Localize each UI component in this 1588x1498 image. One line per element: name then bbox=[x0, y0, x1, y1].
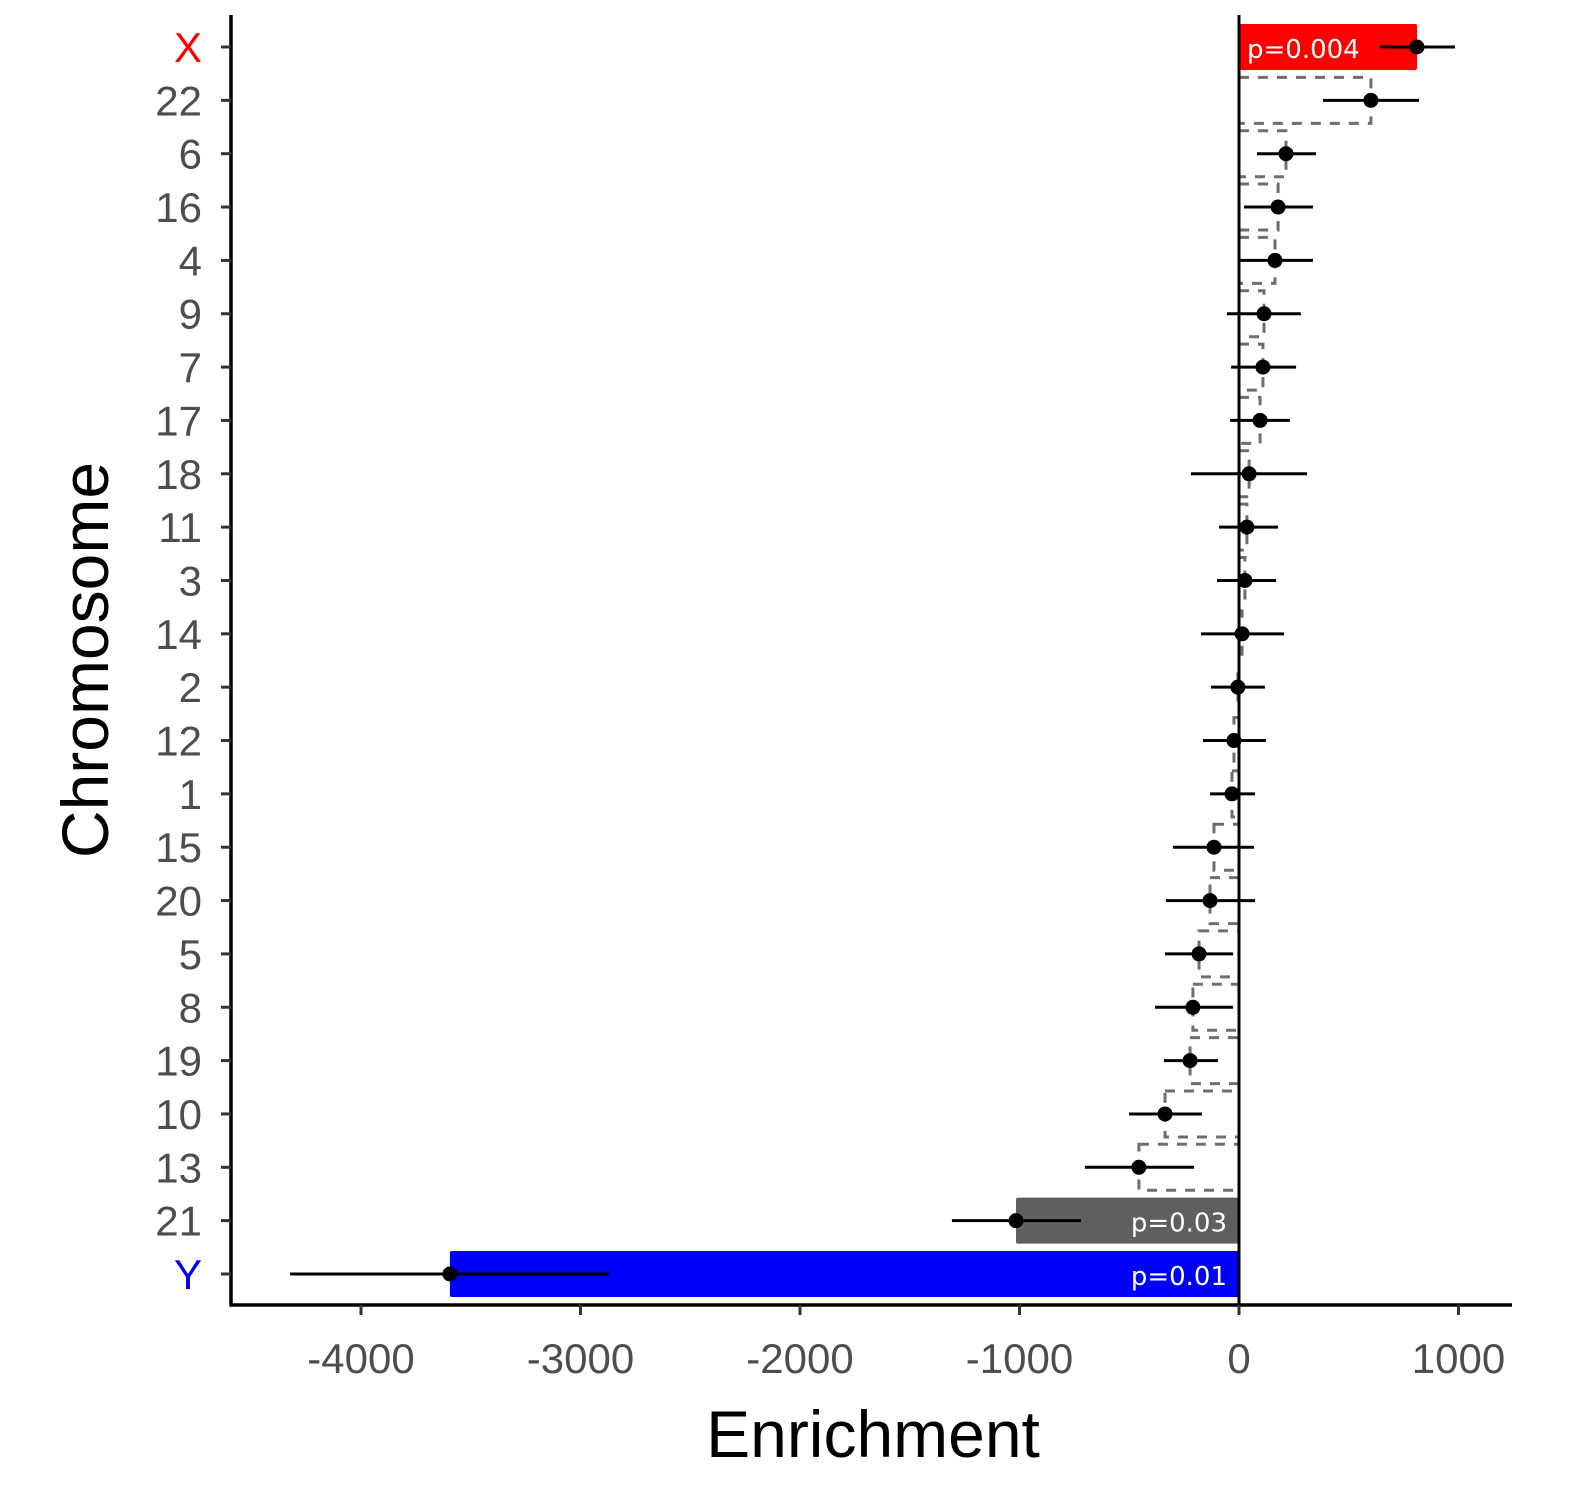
point-9 bbox=[1256, 306, 1272, 322]
dashed-bar-18 bbox=[1237, 449, 1251, 499]
point-19 bbox=[1182, 1053, 1198, 1069]
point-15 bbox=[1206, 839, 1222, 855]
p-value-label-X: p=0.004 bbox=[1247, 35, 1360, 65]
point-X bbox=[1409, 39, 1425, 55]
point-Y bbox=[442, 1266, 458, 1282]
y-tick-label-13: 13 bbox=[155, 1144, 202, 1191]
p-value-label-21: p=0.03 bbox=[1131, 1209, 1227, 1239]
point-14 bbox=[1234, 626, 1250, 642]
y-tick-label-X: X bbox=[174, 24, 202, 71]
highlight-bar-21 bbox=[1015, 1197, 1239, 1244]
y-tick-label-17: 17 bbox=[155, 397, 202, 444]
y-tick-label-15: 15 bbox=[155, 824, 202, 871]
y-tick-label-19: 19 bbox=[155, 1038, 202, 1085]
point-10 bbox=[1157, 1106, 1173, 1122]
y-tick-label-20: 20 bbox=[155, 878, 202, 925]
point-3 bbox=[1237, 572, 1253, 588]
highlight-bar-X bbox=[1239, 24, 1418, 70]
y-tick-label-5: 5 bbox=[179, 931, 202, 978]
point-4 bbox=[1267, 252, 1283, 268]
dashed-bar-19 bbox=[1188, 1036, 1241, 1086]
y-tick-label-7: 7 bbox=[179, 344, 202, 391]
point-17 bbox=[1252, 412, 1268, 428]
highlight-bar-Y bbox=[449, 1251, 1240, 1297]
point-22 bbox=[1363, 92, 1379, 108]
x-tick-label--4000: -4000 bbox=[307, 1335, 414, 1382]
y-tick-label-3: 3 bbox=[179, 557, 202, 604]
x-tick-label-0: 0 bbox=[1227, 1335, 1250, 1382]
point-11 bbox=[1239, 519, 1255, 535]
x-axis-title: Enrichment bbox=[706, 1397, 1040, 1471]
y-axis-title: Chromosome bbox=[48, 462, 122, 858]
y-tick-label-22: 22 bbox=[155, 77, 202, 124]
y-tick-label-12: 12 bbox=[155, 718, 202, 765]
y-tick-label-18: 18 bbox=[155, 451, 202, 498]
point-7 bbox=[1255, 359, 1271, 375]
dashed-bar-6 bbox=[1237, 129, 1288, 179]
point-2 bbox=[1230, 679, 1246, 695]
x-tick-label--1000: -1000 bbox=[966, 1335, 1073, 1382]
y-tick-label-2: 2 bbox=[179, 664, 202, 711]
x-tick-label--2000: -2000 bbox=[746, 1335, 853, 1382]
y-tick-label-Y: Y bbox=[174, 1251, 202, 1298]
point-1 bbox=[1224, 786, 1240, 802]
y-tick-label-6: 6 bbox=[179, 131, 202, 178]
y-tick-label-10: 10 bbox=[155, 1091, 202, 1138]
point-20 bbox=[1202, 893, 1218, 909]
y-tick-label-21: 21 bbox=[155, 1198, 202, 1245]
point-12 bbox=[1226, 733, 1242, 749]
point-21 bbox=[1008, 1213, 1024, 1229]
x-tick-label-1000: 1000 bbox=[1412, 1335, 1505, 1382]
point-8 bbox=[1185, 999, 1201, 1015]
point-5 bbox=[1191, 946, 1207, 962]
point-18 bbox=[1241, 466, 1257, 482]
point-6 bbox=[1278, 146, 1294, 162]
point-13 bbox=[1131, 1159, 1147, 1175]
p-value-label-Y: p=0.01 bbox=[1131, 1262, 1227, 1292]
y-tick-label-11: 11 bbox=[158, 504, 202, 551]
y-tick-label-9: 9 bbox=[179, 291, 202, 338]
point-16 bbox=[1270, 199, 1286, 215]
y-tick-label-1: 1 bbox=[179, 771, 202, 818]
y-tick-label-8: 8 bbox=[179, 984, 202, 1031]
y-tick-label-14: 14 bbox=[155, 611, 202, 658]
y-tick-label-4: 4 bbox=[179, 237, 202, 284]
y-tick-label-16: 16 bbox=[155, 184, 202, 231]
x-tick-label--3000: -3000 bbox=[527, 1335, 634, 1382]
